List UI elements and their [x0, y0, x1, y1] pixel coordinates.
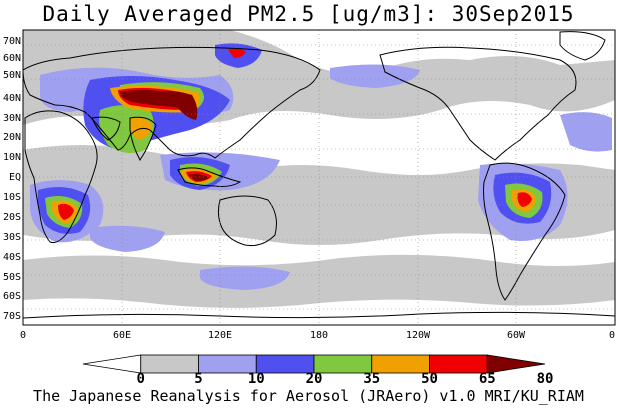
colorbar-swatch: [140, 354, 199, 374]
map-title: Daily Averaged PM2.5 [ug/m3]: 30Sep2015: [42, 2, 575, 26]
lon-tick: 120E: [208, 330, 232, 341]
lat-tick: 40S: [3, 252, 21, 263]
pm25-field-darkred: [120, 89, 210, 181]
lon-tick: 0: [609, 330, 615, 341]
colorbar-level-label: 5: [194, 371, 202, 387]
lat-tick: 20S: [3, 212, 21, 223]
australia-coastline: [217, 195, 277, 246]
lon-tick: 60W: [507, 330, 526, 341]
lat-tick: EQ: [9, 172, 21, 183]
lat-tick: 70S: [3, 311, 21, 322]
lon-tick: 120W: [406, 330, 431, 341]
lat-tick: 10N: [3, 152, 21, 163]
colorbar-level-label: 0: [137, 371, 145, 387]
colorbar-swatch: [82, 354, 142, 374]
lon-tick: 60E: [113, 330, 131, 341]
colorbar-level-label: 35: [363, 371, 380, 387]
colorbar-swatch: [486, 354, 546, 374]
lon-tick: 180: [310, 330, 328, 341]
colorbar-level-label: 50: [421, 371, 438, 387]
antarctica-coastline: [23, 311, 615, 319]
lat-tick: 60N: [3, 53, 21, 64]
longitude-axis: 0 60E 120E 180 120W 60W 0: [20, 330, 615, 341]
lat-tick: 70N: [3, 36, 21, 47]
lat-tick: 30N: [3, 113, 21, 124]
map-panel: [23, 30, 615, 325]
footer-credit: The Japanese Reanalysis for Aerosol (JRA…: [33, 387, 584, 405]
lat-tick: 40N: [3, 93, 21, 104]
north-america-coastline: [379, 46, 577, 161]
latitude-axis: 70N 60N 50N 40N 30N 20N 10N EQ 10S 20S 3…: [3, 36, 21, 322]
lat-tick: 50N: [3, 70, 21, 81]
colorbar: 0 5 10 20 35 50 65 80: [82, 354, 554, 387]
lat-tick: 20N: [3, 132, 21, 143]
africa-coastline: [24, 110, 98, 243]
colorbar-level-label: 20: [306, 371, 323, 387]
lat-tick: 60S: [3, 291, 21, 302]
coastlines: [23, 31, 615, 319]
map-frame: [22, 29, 616, 326]
lat-tick: 10S: [3, 192, 21, 203]
colorbar-level-label: 65: [479, 371, 496, 387]
greenland-coastline: [559, 31, 606, 61]
maritime-continent-coastline: [177, 167, 242, 187]
lat-tick: 30S: [3, 232, 21, 243]
colorbar-level-label: 10: [248, 371, 265, 387]
graticule: [23, 30, 615, 325]
eurasia-coastline: [23, 46, 321, 159]
colorbar-level-label: 80: [537, 371, 554, 387]
lat-tick: 50S: [3, 272, 21, 283]
lon-tick: 0: [20, 330, 26, 341]
india-coastline: [129, 116, 157, 161]
arabia-coastline: [91, 116, 121, 141]
